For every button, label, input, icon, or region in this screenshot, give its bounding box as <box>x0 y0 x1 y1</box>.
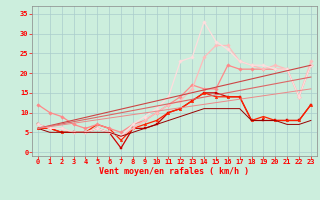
X-axis label: Vent moyen/en rafales ( km/h ): Vent moyen/en rafales ( km/h ) <box>100 167 249 176</box>
